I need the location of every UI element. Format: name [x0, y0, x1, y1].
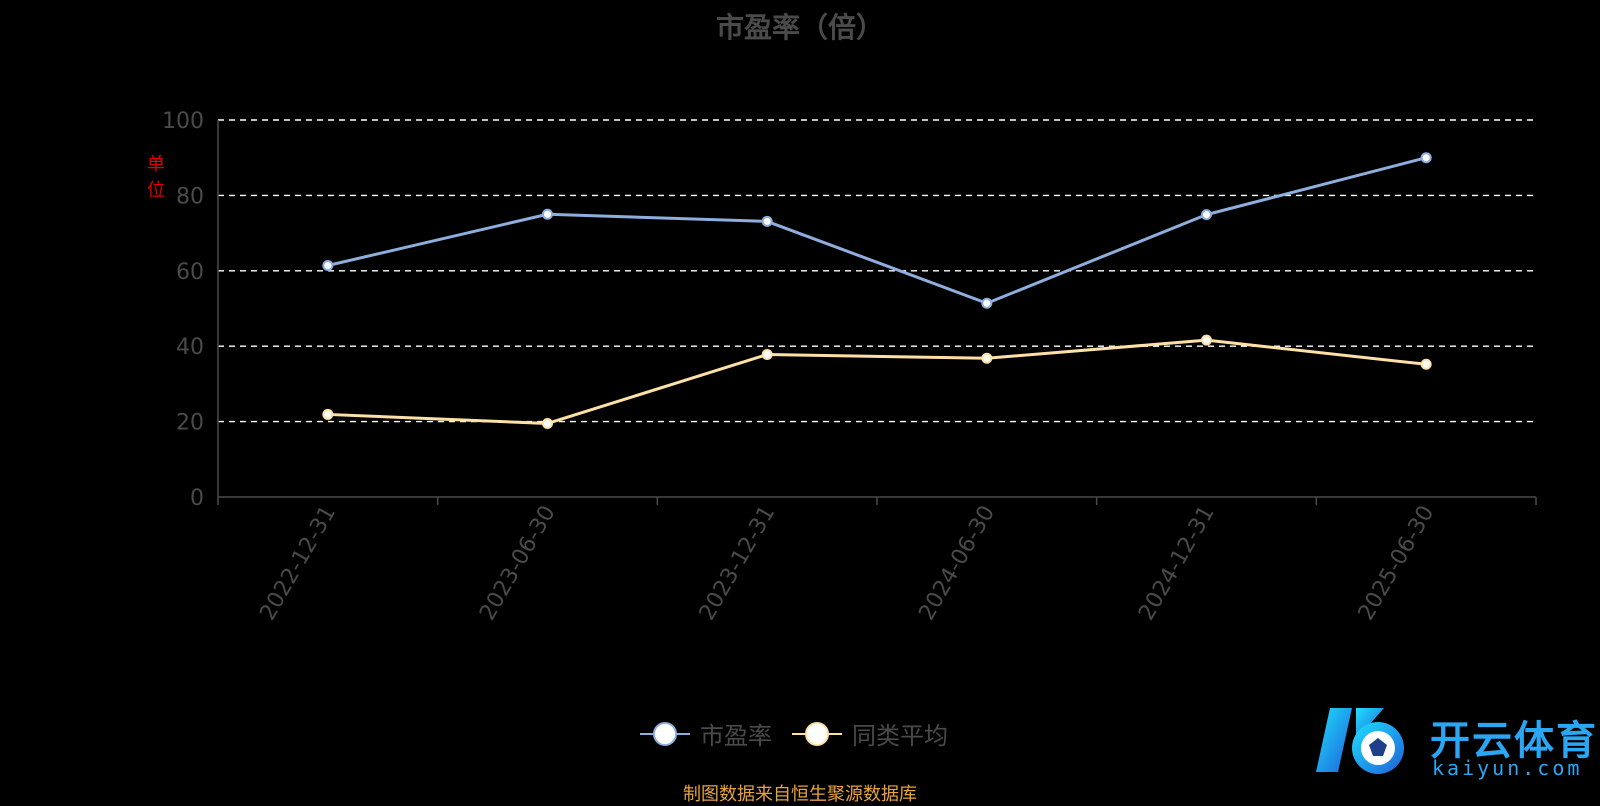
- x-tick-label: 2025-06-30: [1354, 502, 1440, 625]
- legend-item-peer-average[interactable]: 同类平均: [792, 716, 948, 751]
- data-point: [1201, 209, 1212, 221]
- line-chart: 0 20 40 60 80 100 2022-12-31 2023-06-30 2023-12-…: [162, 109, 1537, 625]
- legend-label-pe: 市盈率: [700, 722, 772, 750]
- legend-swatch-pe: [640, 720, 690, 748]
- x-tick-label: 2024-12-31: [1134, 502, 1220, 625]
- legend-label-peer-average: 同类平均: [852, 722, 948, 750]
- data-point: [981, 297, 993, 309]
- y-tick-label: 40: [176, 335, 204, 360]
- y-tick-label: 100: [162, 109, 204, 134]
- data-point: [542, 208, 553, 220]
- data-point: [322, 260, 334, 272]
- y-tick-label: 0: [190, 486, 204, 511]
- series-line-1: [327, 338, 1427, 425]
- legend-swatch-peer-average: [792, 720, 842, 748]
- data-point: [322, 408, 334, 420]
- data-point: [981, 352, 993, 364]
- data-point: [1420, 152, 1432, 164]
- data-point: [761, 348, 773, 360]
- y-tick-label: 60: [176, 260, 204, 285]
- data-point: [542, 417, 553, 429]
- watermark-name: 开云体育: [1430, 718, 1598, 764]
- y-axis-unit-label: 单位: [147, 154, 165, 201]
- x-tick-label: 2024-06-30: [914, 501, 1000, 624]
- legend-item-pe[interactable]: 市盈率: [640, 716, 772, 751]
- data-point: [1201, 334, 1212, 346]
- data-point: [761, 215, 773, 227]
- source-note: 制图数据来自恒生聚源数据库: [683, 784, 917, 805]
- x-tick-label: 2022-12-31: [255, 502, 341, 625]
- x-tick-label: 2023-06-30: [475, 502, 561, 625]
- chart-title: 市盈率（倍）: [715, 11, 884, 44]
- data-point: [1420, 358, 1432, 370]
- watermark-domain: kaiyun.com: [1432, 756, 1583, 780]
- legend: 市盈率 同类平均: [640, 716, 948, 751]
- kaiyun-logo-icon: [1316, 708, 1404, 774]
- watermark-logo: 开云体育 kaiyun.com: [1312, 700, 1600, 780]
- x-tick-label: 2023-12-31: [695, 502, 781, 625]
- y-tick-label: 80: [176, 184, 204, 209]
- y-tick-label: 20: [176, 411, 204, 436]
- series-line-0: [327, 156, 1427, 305]
